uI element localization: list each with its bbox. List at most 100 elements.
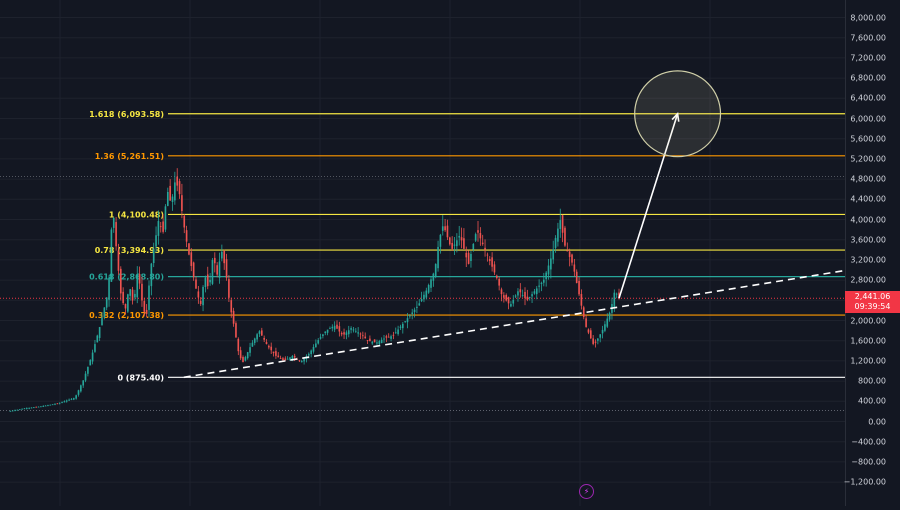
candle-body bbox=[517, 291, 519, 296]
candle-body bbox=[77, 390, 80, 395]
candle-body bbox=[561, 215, 564, 233]
candle-body bbox=[159, 226, 162, 228]
price-tick-label: 0.00 bbox=[868, 417, 886, 426]
candle-body bbox=[467, 252, 470, 264]
candle-body bbox=[437, 246, 439, 269]
candle-body bbox=[192, 262, 195, 278]
candle-body bbox=[141, 283, 143, 301]
candle-body bbox=[228, 279, 230, 298]
candle-body bbox=[550, 258, 552, 270]
candle-body bbox=[608, 312, 611, 320]
candle-body bbox=[244, 357, 247, 361]
candle-body bbox=[510, 304, 512, 307]
candle-body bbox=[383, 338, 385, 340]
candle-body bbox=[263, 337, 265, 340]
candle-body bbox=[256, 334, 258, 340]
candle-body bbox=[49, 404, 52, 406]
candle-body bbox=[373, 339, 376, 343]
candle-body bbox=[18, 409, 21, 411]
candle-body bbox=[507, 297, 510, 304]
candle-body bbox=[216, 265, 218, 275]
candle-body bbox=[68, 399, 70, 401]
price-tick-label: 5,200.00 bbox=[850, 154, 886, 164]
price-tick-label: 6,800.00 bbox=[850, 73, 886, 83]
candle-body bbox=[91, 352, 94, 362]
candle-body bbox=[453, 244, 456, 246]
price-tick-label: −800.00 bbox=[851, 457, 886, 467]
candle-body bbox=[498, 278, 500, 286]
fib-level-label: 0.382 (2,107.38) bbox=[89, 311, 164, 320]
candle-body bbox=[340, 332, 343, 335]
candle-body bbox=[505, 294, 508, 301]
candle-body bbox=[488, 259, 491, 262]
candle-body bbox=[72, 398, 75, 400]
candle-body bbox=[430, 279, 432, 288]
candle-body bbox=[16, 409, 19, 411]
candle-body bbox=[425, 290, 428, 298]
candle-body bbox=[434, 263, 437, 277]
candle-body bbox=[317, 340, 320, 344]
candle-body bbox=[145, 309, 148, 314]
candle-body bbox=[75, 395, 77, 399]
candle-body bbox=[61, 402, 63, 403]
candle-body bbox=[134, 293, 136, 298]
projection-arrow-head bbox=[671, 112, 680, 122]
candle-body bbox=[253, 338, 256, 343]
candle-body bbox=[230, 300, 233, 313]
candle-body bbox=[89, 360, 92, 366]
candle-body bbox=[162, 221, 164, 232]
candle-body bbox=[444, 226, 446, 231]
price-axis[interactable]: 8,000.00 7,600.00 7,200.00 6,800.00 6,400.00… bbox=[844, 0, 900, 506]
candle-body bbox=[432, 273, 435, 281]
candle-body bbox=[237, 338, 240, 352]
candle-body bbox=[131, 289, 134, 301]
candle-body bbox=[235, 323, 237, 338]
chart-area[interactable]: 1.618 (6,093.58) 1.36 (5,261.51) 1 (4,100.… bbox=[0, 0, 846, 506]
dashed-trendline bbox=[183, 269, 846, 379]
candle-body bbox=[110, 229, 113, 282]
candle-body bbox=[119, 268, 122, 294]
candle-body bbox=[413, 309, 416, 313]
candle-body bbox=[559, 220, 562, 229]
candle-body bbox=[542, 279, 545, 283]
candle-body bbox=[357, 332, 359, 334]
candle-body bbox=[103, 307, 106, 318]
candle-body bbox=[343, 332, 345, 335]
candle-body bbox=[223, 251, 226, 264]
candle-body bbox=[58, 402, 61, 404]
candle-body bbox=[148, 285, 150, 310]
candle-body bbox=[108, 277, 110, 300]
price-tick-label: 5,600.00 bbox=[850, 134, 886, 144]
candle-body bbox=[117, 250, 120, 271]
candle-body bbox=[242, 356, 244, 363]
candle-body bbox=[270, 346, 273, 351]
lightning-icon[interactable]: ⚡ bbox=[579, 484, 594, 499]
price-tick-label: 2,000.00 bbox=[850, 316, 886, 325]
candle-body bbox=[293, 355, 296, 358]
candle-body bbox=[458, 236, 461, 238]
candle-body bbox=[538, 285, 540, 287]
candle-body bbox=[80, 385, 82, 392]
candle-body bbox=[105, 297, 108, 308]
candle-body bbox=[14, 410, 16, 411]
candle-body bbox=[521, 295, 524, 296]
candle-body bbox=[369, 338, 371, 342]
candle-body bbox=[209, 279, 211, 283]
candle-body bbox=[152, 249, 155, 264]
candle-body bbox=[385, 336, 388, 338]
candle-body bbox=[40, 406, 42, 408]
candle-body bbox=[604, 324, 606, 331]
candle-body bbox=[406, 318, 409, 323]
candle-body bbox=[404, 321, 406, 322]
candle-body bbox=[524, 291, 526, 298]
candle-body bbox=[112, 217, 115, 228]
candle-body bbox=[178, 181, 181, 195]
price-chart[interactable]: 1.618 (6,093.58) 1.36 (5,261.51) 1 (4,100.… bbox=[0, 0, 846, 506]
candle-body bbox=[439, 234, 442, 247]
candle-body bbox=[441, 226, 444, 231]
candle-body bbox=[202, 286, 204, 306]
candle-body bbox=[481, 242, 484, 245]
candle-body bbox=[47, 405, 49, 406]
candle-body bbox=[366, 340, 369, 341]
current-price-badge: 2,441.06 09:39:54 bbox=[845, 291, 900, 314]
